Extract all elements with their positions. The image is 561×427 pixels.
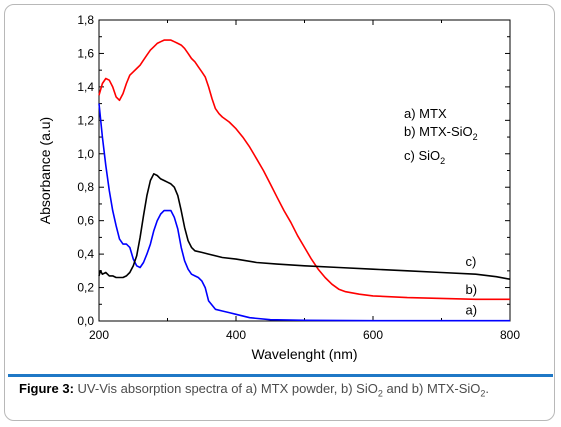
- series-line-c: [98, 173, 511, 280]
- legend-entry: c) SiO2: [404, 148, 445, 166]
- y-tick-label: 1,4: [77, 80, 94, 94]
- series-line-b: [98, 39, 510, 301]
- legend-entry: a) MTX: [404, 106, 447, 121]
- legend-entry: b) MTX-SiO2: [404, 124, 478, 142]
- y-tick-label: 0,4: [77, 247, 94, 261]
- y-tick-label: 0,8: [77, 180, 94, 194]
- y-tick-label: 0,2: [77, 281, 94, 295]
- figure-frame: [4, 4, 555, 421]
- y-tick-label: 1,8: [77, 13, 94, 27]
- absorbance-chart: 200 400 600 800 0,0 0,2 0,4 0,6 0,8 1,0 1,2 1,4 1,6 1…: [37, 13, 520, 362]
- x-tick-label: 600: [363, 328, 383, 342]
- x-tick-label: 200: [89, 328, 109, 342]
- caption-accent-bar: [8, 374, 553, 377]
- series-end-label: a): [465, 302, 477, 317]
- series-end-label: b): [465, 282, 477, 297]
- series-end-label: c): [465, 254, 476, 269]
- y-tick-label: 1,0: [77, 147, 94, 161]
- y-tick-label: 1,6: [77, 46, 94, 60]
- caption-label: Figure 3:: [19, 381, 74, 396]
- y-tick-label: 1,2: [77, 113, 94, 127]
- x-tick-label: 400: [226, 328, 246, 342]
- x-tick-label: 800: [500, 328, 520, 342]
- y-tick-label: 0,6: [77, 214, 94, 228]
- caption-body: UV-Vis absorption spectra of a) MTX powd…: [73, 381, 490, 399]
- series-line-a: [98, 103, 510, 322]
- figure-caption: Figure 3: UV-Vis absorption spectra of a…: [19, 380, 537, 398]
- y-axis-title: Absorbance (a.u): [37, 117, 53, 224]
- y-tick-label: 0,0: [77, 314, 94, 328]
- x-axis-title: Wavelenght (nm): [251, 346, 357, 362]
- plot-frame: [98, 19, 511, 322]
